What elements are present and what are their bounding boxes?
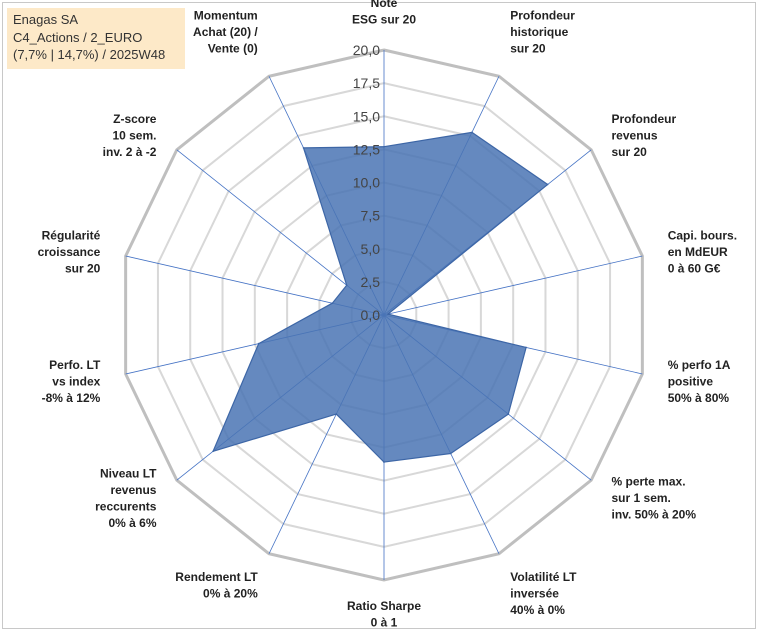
axis-label-line: Vente (0): [208, 41, 258, 55]
tick-label: 15,0: [353, 108, 380, 124]
axis-label-line: 0% à 6%: [108, 516, 156, 530]
axis-label: Régularité croissance sur 20: [38, 229, 101, 276]
data-point: [257, 342, 260, 345]
data-point: [212, 450, 214, 453]
axis-label-line: 10 sem.: [112, 128, 156, 142]
category-labels: Note ESG sur 20 Profondeur historique sur 20…: [38, 0, 737, 630]
axis-label-line: Rendement LT: [175, 570, 258, 584]
axis-label-line: 0 à 1: [371, 616, 398, 630]
axis-label-line: 40% à 0%: [510, 603, 565, 617]
axis-label-line: reccurents: [95, 499, 157, 513]
axis-label-line: Achat (20) /: [193, 25, 258, 39]
axis-label-line: ESG sur 20: [352, 13, 416, 27]
axis-label-line: sur 20: [65, 262, 101, 276]
axis-label-line: Perfo. LT: [49, 358, 101, 372]
axis-label: Perfo. LT vs index -8% à 12%: [42, 358, 101, 405]
data-point: [383, 145, 385, 148]
axis-label: Ratio Sharpe 0 à 1: [347, 599, 421, 630]
axis-label: Capi. bours. en MdEUR 0 à 60 G€: [668, 229, 737, 276]
axis-label-line: en MdEUR: [668, 245, 728, 259]
data-point: [449, 452, 452, 455]
legend-line-company: Enagas SA: [13, 12, 79, 27]
tick-label: 17,5: [353, 75, 380, 91]
axis-label: % perfo 1A positive 50% à 80%: [668, 358, 731, 405]
data-point: [331, 302, 334, 305]
axis-label-line: Régularité: [42, 229, 101, 243]
data-point: [335, 413, 338, 415]
axis-label-line: sur 20: [510, 41, 546, 55]
axis-label-line: sur 20: [612, 145, 648, 159]
axis-label: Rendement LT 0% à 20%: [175, 570, 258, 601]
series-area: [212, 131, 549, 463]
axis-label-line: inversée: [510, 587, 559, 601]
axis-label: Profondeur revenus sur 20: [612, 112, 677, 159]
axis-label-line: -8% à 12%: [42, 391, 101, 405]
radial-ticks: 0,0 2,5 5,0 7,5 10,0 12,5 15,0 17,5 20,0: [353, 42, 380, 323]
axis-label-line: % perfo 1A: [668, 358, 731, 372]
legend-line-stats: (7,7% | 14,7%) / 2025W48: [13, 47, 166, 62]
legend-box: Enagas SA C4_Actions / 2_EURO (7,7% | 14…: [7, 8, 185, 69]
data-point: [546, 183, 549, 186]
data-point: [507, 413, 510, 415]
axis-label-line: revenus: [612, 128, 658, 142]
axis-label-line: 0 à 60 G€: [668, 262, 721, 276]
tick-label: 7,5: [361, 208, 381, 224]
data-point: [383, 461, 385, 463]
axis-label-line: Capi. bours.: [668, 229, 737, 243]
axis-label-line: 0% à 20%: [203, 587, 258, 601]
axis-label-line: % perte max.: [612, 475, 686, 489]
axis-label-line: 50% à 80%: [668, 391, 730, 405]
tick-label: 20,0: [353, 42, 380, 58]
axis-label: Volatilité LT inversée 40% à 0%: [510, 570, 577, 617]
axis-label: Profondeur historique sur 20: [510, 8, 575, 55]
axis-label: Momentum Achat (20) / Vente (0): [193, 8, 258, 55]
axis-label-line: Volatilité LT: [510, 570, 577, 584]
axis-label-line: Z-score: [113, 112, 157, 126]
axis-label-line: Momentum: [194, 8, 258, 22]
axis-label-line: Profondeur: [612, 112, 677, 126]
data-point: [471, 131, 473, 134]
legend-line-category: C4_Actions / 2_EURO: [13, 29, 143, 45]
tick-label: 2,5: [361, 274, 381, 290]
axis-label-line: croissance: [38, 245, 101, 259]
axis-label-line: historique: [510, 25, 568, 39]
tick-label: 0,0: [361, 307, 381, 323]
axis-label-line: inv. 50% à 20%: [612, 508, 697, 522]
data-point: [302, 147, 305, 149]
axis-label-line: Niveau LT: [100, 466, 157, 480]
data-point: [345, 284, 348, 287]
tick-label: 12,5: [353, 141, 380, 157]
data-point: [387, 313, 389, 315]
axis-label-line: Ratio Sharpe: [347, 599, 421, 613]
tick-label: 10,0: [353, 175, 380, 191]
axis-label: Niveau LT revenus reccurents 0% à 6%: [95, 466, 157, 530]
axis-label-line: vs index: [52, 375, 100, 389]
grid-spoke: [383, 255, 643, 316]
axis-label-line: positive: [668, 375, 714, 389]
axis-label-line: sur 1 sem.: [612, 491, 671, 505]
data-point: [525, 346, 527, 349]
axis-label-line: Note: [371, 0, 398, 10]
radar-series: [212, 131, 549, 463]
axis-label-line: Profondeur: [510, 8, 575, 22]
axis-label: % perte max. sur 1 sem. inv. 50% à 20%: [612, 475, 697, 522]
axis-label-line: inv. 2 à -2: [103, 145, 157, 159]
axis-label: Note ESG sur 20: [352, 0, 416, 27]
axis-label: Z-score 10 sem. inv. 2 à -2: [103, 112, 157, 159]
axis-label-line: revenus: [110, 483, 156, 497]
tick-label: 5,0: [361, 241, 381, 257]
